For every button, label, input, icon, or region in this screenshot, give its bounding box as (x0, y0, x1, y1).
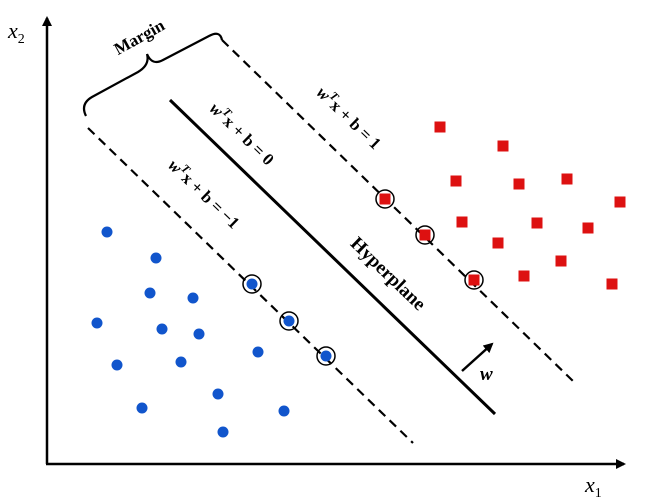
positive-point (561, 173, 573, 185)
support-vector-ring (242, 274, 262, 294)
positive-point (379, 193, 391, 205)
hyperplane (168, 98, 497, 416)
negative-point (175, 356, 187, 368)
support-vector-ring (316, 346, 336, 366)
positive-point (582, 222, 594, 234)
positive-point (434, 121, 446, 133)
negative-point (144, 287, 156, 299)
hyperplane-label: Hyperplane (346, 233, 430, 315)
negative-point (101, 226, 113, 238)
negative-point (111, 359, 123, 371)
positive-point (531, 217, 543, 229)
support-vector-ring (415, 225, 435, 245)
support-vector-ring (464, 270, 484, 290)
equation: wTx + b = −1 (164, 153, 245, 232)
negative-point (156, 323, 168, 335)
negative-point (136, 402, 148, 414)
negative-point (283, 315, 295, 327)
positive-point (497, 140, 509, 152)
negative-point (150, 252, 162, 264)
positive-point (456, 216, 468, 228)
positive-point (518, 270, 530, 282)
eq-rest: x + b = −1 (178, 169, 243, 233)
positive-point (614, 196, 626, 208)
label-subscript: 2 (18, 32, 25, 47)
support-vector-ring (279, 311, 299, 331)
normal-arrow (461, 342, 494, 372)
negative-point (193, 328, 205, 340)
equation: wTx + b = 1 (313, 81, 387, 153)
margin-brace (82, 32, 224, 117)
negative-point (252, 346, 264, 358)
positive-point (419, 229, 431, 241)
positive-point (513, 178, 525, 190)
upper-margin (221, 39, 576, 384)
negative-point (217, 426, 229, 438)
positive-point (450, 175, 462, 187)
x-axis-label: x1 (584, 472, 602, 500)
eq-rest: x + b = 1 (326, 96, 384, 153)
negative-point (320, 350, 332, 362)
support-vector-ring (375, 189, 395, 209)
positive-point (492, 237, 504, 249)
positive-point (555, 255, 567, 267)
negative-point (278, 405, 290, 417)
normal-label: w (480, 364, 493, 385)
negative-point (246, 278, 258, 290)
equation: wTx + b = 0 (206, 97, 280, 169)
negative-point (212, 388, 224, 400)
label-base: x (584, 472, 595, 497)
eq-rest: x + b = 0 (219, 112, 277, 169)
label-base: x (7, 18, 18, 43)
positive-point (468, 274, 480, 286)
label-subscript: 1 (595, 486, 602, 500)
y-axis-label: x2 (7, 18, 25, 47)
negative-point (187, 292, 199, 304)
positive-point (606, 278, 618, 290)
negative-point (91, 317, 103, 329)
margin-label: Margin (111, 15, 169, 58)
points (91, 121, 626, 438)
